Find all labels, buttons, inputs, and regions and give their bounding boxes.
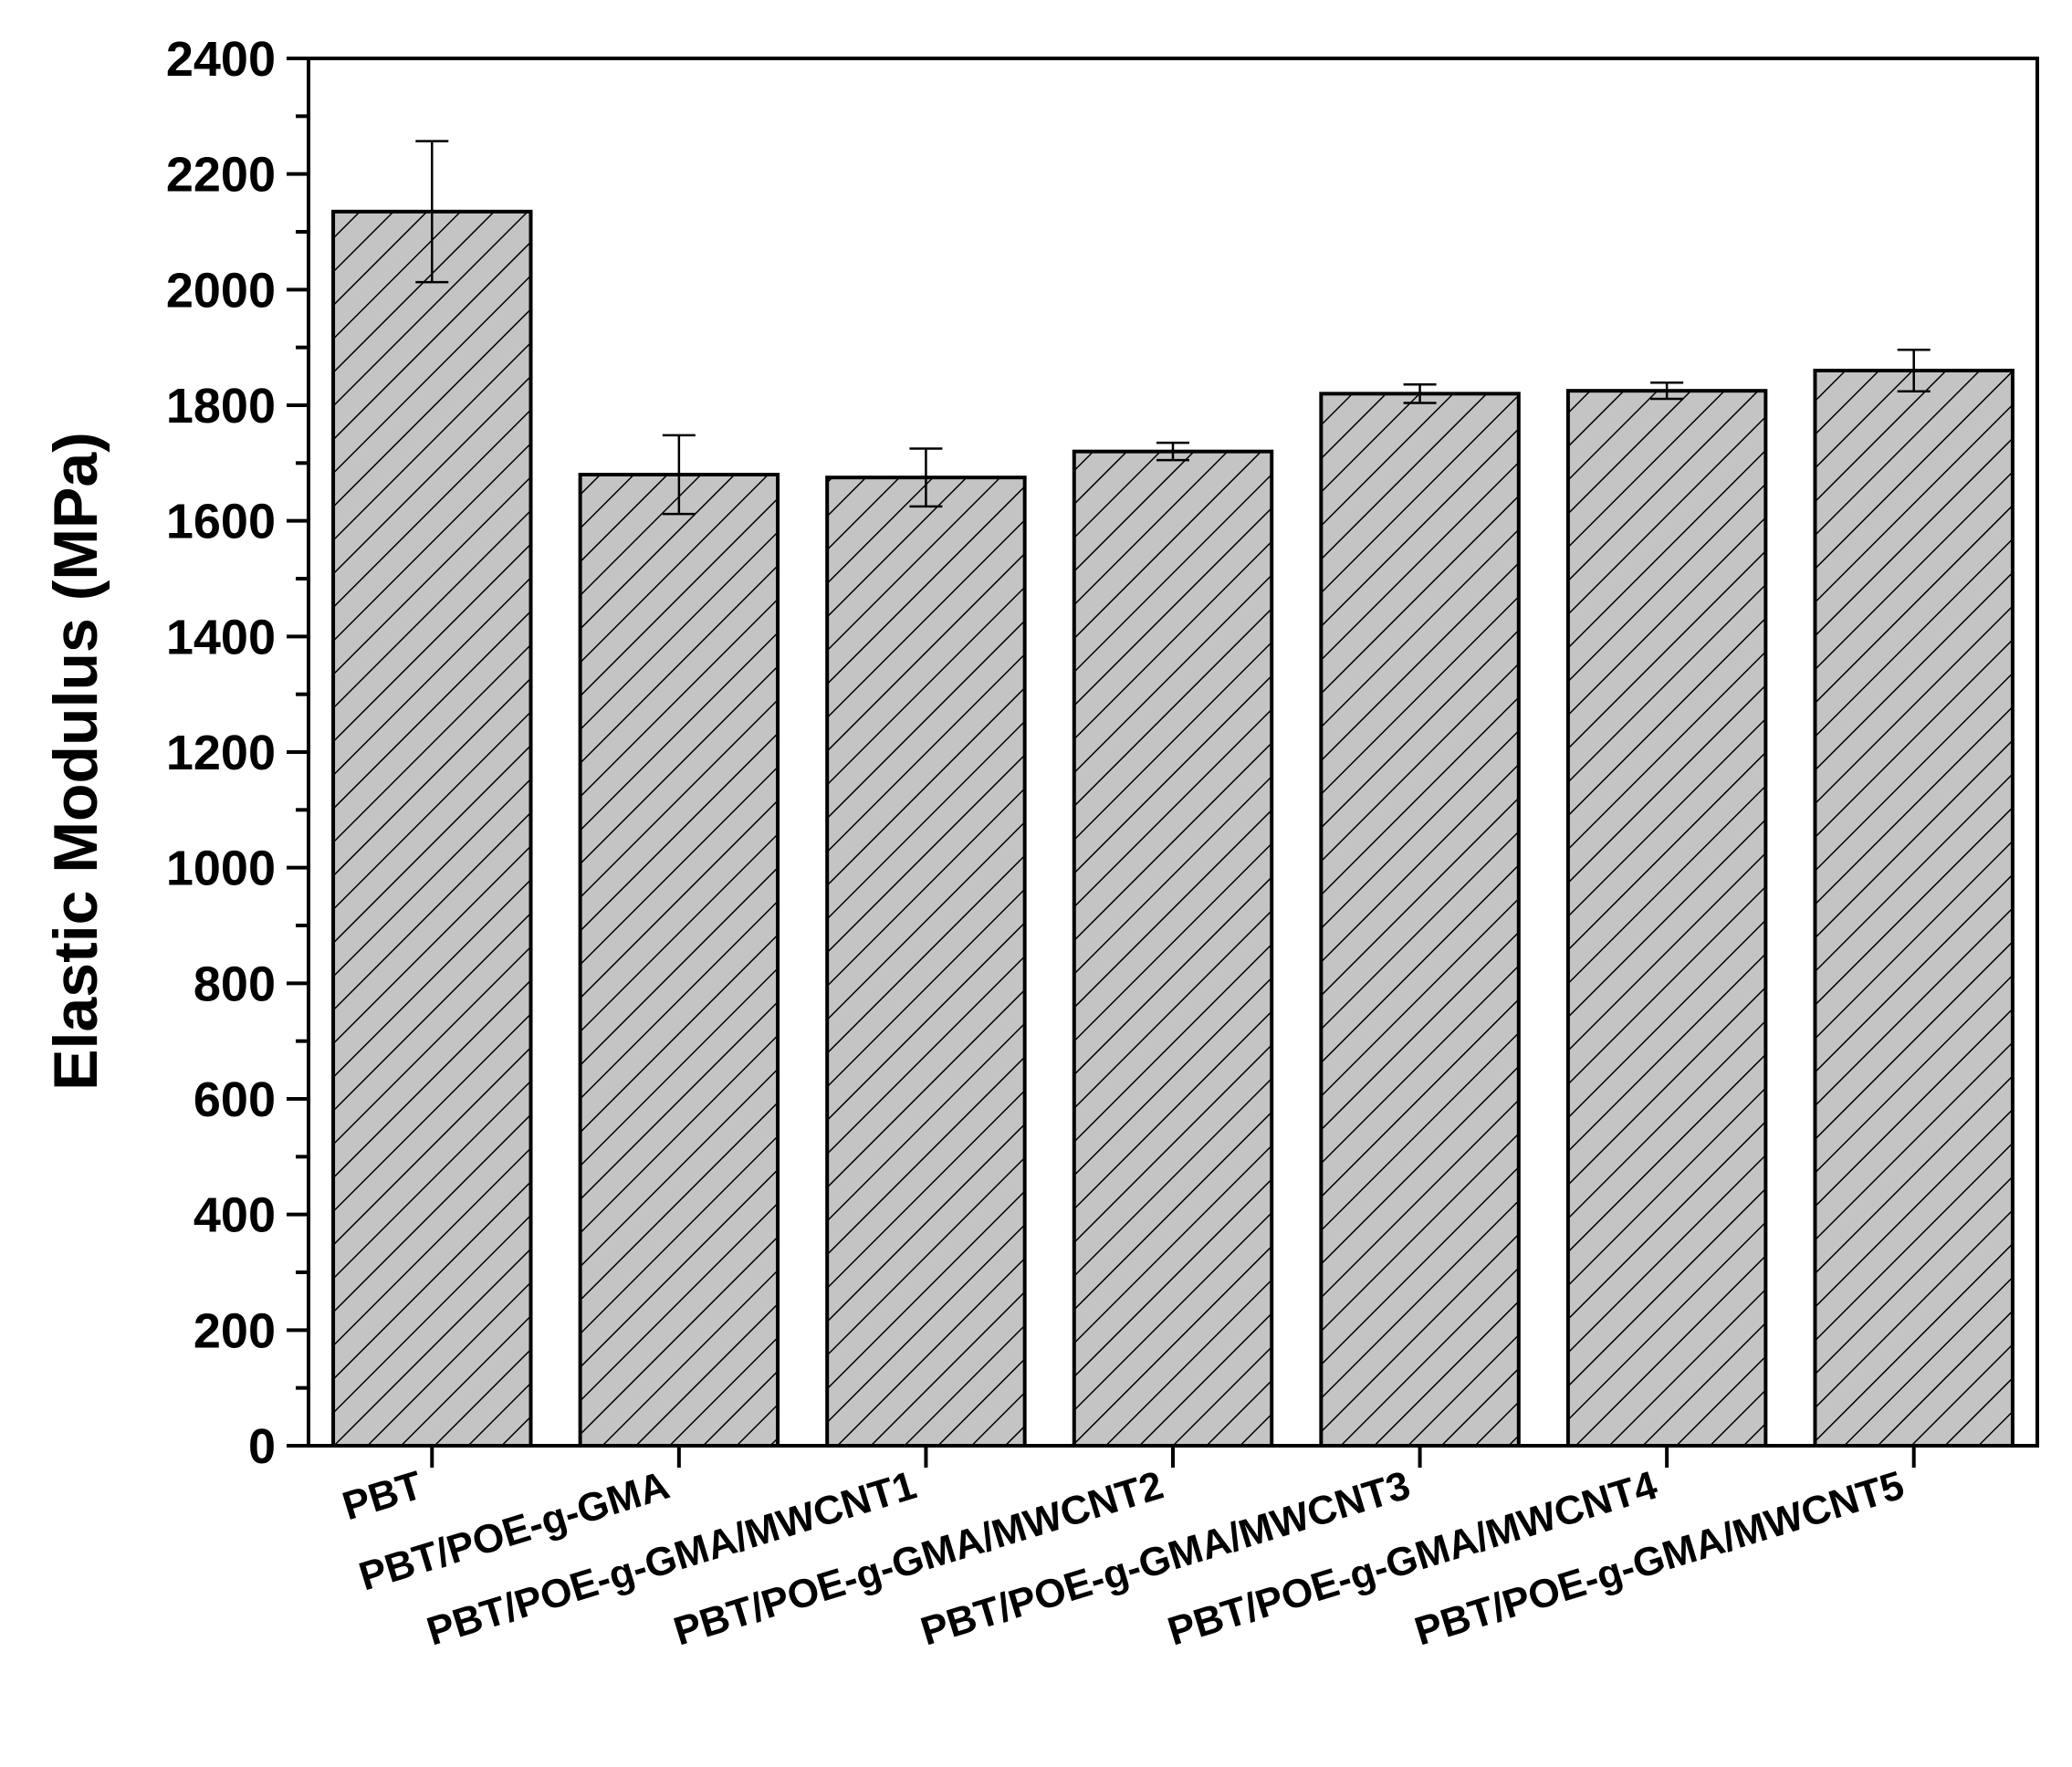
bar <box>1565 389 1768 1448</box>
bars <box>331 209 2014 1448</box>
y-tick-label: 1400 <box>166 610 276 664</box>
error-bars <box>415 140 1931 516</box>
y-tick-label: 1200 <box>166 726 276 780</box>
bar <box>1072 449 1274 1448</box>
y-tick-label: 1600 <box>166 495 276 549</box>
y-tick-label: 2400 <box>166 32 276 87</box>
x-tick-label: PBT <box>338 1463 428 1530</box>
y-tick-label: 200 <box>194 1303 276 1358</box>
x-axis: PBTPBT/POE-g-GMAPBT/POE-g-GMA/MWCNT1PBT/… <box>338 1446 1916 1655</box>
y-tick-label: 2200 <box>166 148 276 203</box>
y-tick-label: 800 <box>194 957 276 1011</box>
bar <box>331 209 533 1448</box>
y-tick-label: 1800 <box>166 379 276 434</box>
bar <box>578 473 780 1448</box>
y-tick-label: 0 <box>248 1419 276 1474</box>
bar <box>825 476 1027 1448</box>
bar <box>1319 392 1521 1448</box>
y-axis-title: Elastic Modulus (MPa) <box>41 432 110 1091</box>
y-tick-label: 600 <box>194 1072 276 1127</box>
plot-frame <box>307 57 2039 1448</box>
y-tick-label: 400 <box>194 1188 276 1243</box>
bar <box>1813 369 2014 1448</box>
y-tick-label: 1000 <box>166 842 276 896</box>
y-tick-label: 2000 <box>166 263 276 318</box>
y-axis: 0 200 400 600 800 1000 1200 1400 1600 1800 2000 220… <box>166 32 309 1474</box>
